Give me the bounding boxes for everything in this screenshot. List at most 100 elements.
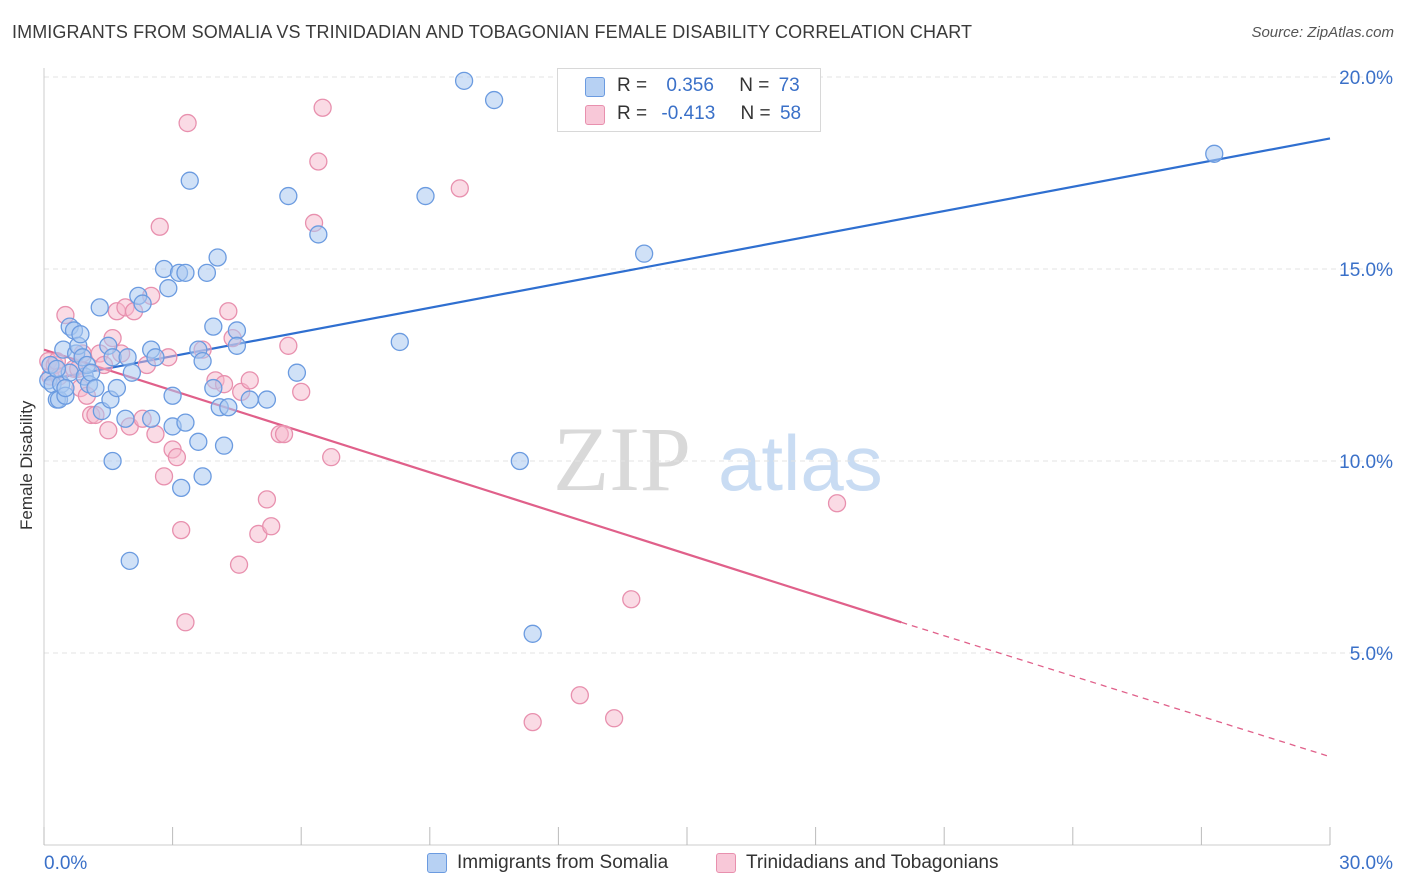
data-point-somalia xyxy=(454,71,474,90)
data-point-trinidadians xyxy=(154,467,174,486)
legend-label-somalia: Immigrants from Somalia xyxy=(457,852,669,873)
trend-line-trinidadians-extension xyxy=(901,621,1331,758)
data-point-trinidadians xyxy=(167,448,187,467)
data-point-somalia xyxy=(180,171,199,190)
data-point-trinidadians xyxy=(523,712,542,732)
data-point-somalia xyxy=(107,378,127,398)
data-point-trinidadians xyxy=(257,490,277,509)
data-point-somalia xyxy=(71,325,90,344)
data-point-somalia xyxy=(214,436,234,455)
data-point-somalia xyxy=(163,386,182,405)
data-point-somalia xyxy=(90,298,109,317)
legend-r-value: -0.413 xyxy=(661,103,716,124)
data-point-somalia xyxy=(120,551,139,570)
legend-n-label: N = xyxy=(740,103,771,124)
data-point-trinidadians xyxy=(292,382,311,402)
x-tick-label: 0.0% xyxy=(44,853,87,874)
data-point-trinidadians xyxy=(450,179,469,198)
trend-lines xyxy=(43,137,1331,758)
data-point-trinidadians xyxy=(570,686,589,705)
data-point-trinidadians xyxy=(172,520,191,540)
data-point-somalia xyxy=(204,378,223,398)
data-point-somalia xyxy=(56,378,75,398)
legend-r-value: 0.356 xyxy=(666,75,714,96)
data-point-somalia xyxy=(193,467,212,486)
x-tick-label: 30.0% xyxy=(1339,853,1393,874)
data-point-somalia xyxy=(634,244,654,263)
data-point-somalia xyxy=(390,332,409,352)
data-point-somalia xyxy=(227,321,247,340)
data-point-somalia xyxy=(523,624,542,643)
data-point-somalia xyxy=(189,432,208,451)
data-point-trinidadians xyxy=(240,371,259,390)
legend-label-trinidadians: Trinidadians and Tobagonians xyxy=(746,852,999,873)
data-point-somalia xyxy=(279,186,298,206)
legend-stats: R = 0.356 N = 73 R = -0.413 N = 58 xyxy=(557,68,821,132)
source-label: Source: ZipAtlas.com xyxy=(1251,24,1394,41)
chart-title: IMMIGRANTS FROM SOMALIA VS TRINIDADIAN A… xyxy=(12,22,973,42)
data-point-somalia xyxy=(172,478,191,498)
data-point-somalia xyxy=(193,352,212,371)
data-point-somalia xyxy=(159,279,178,298)
data-point-somalia xyxy=(118,348,137,367)
data-point-trinidadians xyxy=(262,517,281,536)
legend-n-value: 73 xyxy=(778,75,800,96)
legend-swatch-blue xyxy=(427,853,447,873)
data-point-trinidadians xyxy=(322,448,341,467)
tick-labels: 5.0% 10.0% 15.0% 20.0% 0.0% 30.0% xyxy=(44,68,1393,874)
data-point-somalia xyxy=(416,186,435,206)
data-point-trinidadians xyxy=(274,424,294,444)
data-point-somalia xyxy=(1205,144,1224,163)
data-point-somalia xyxy=(257,390,277,409)
data-point-trinidadians xyxy=(309,152,328,171)
trend-line-trinidadians xyxy=(43,348,902,624)
data-point-trinidadians xyxy=(146,424,165,444)
legend-swatch-pink xyxy=(716,853,736,873)
y-tick-label: 10.0% xyxy=(1339,452,1393,473)
legend-swatch-pink xyxy=(585,105,605,125)
data-point-trinidadians xyxy=(150,217,169,236)
data-point-somalia xyxy=(176,263,195,282)
data-point-trinidadians xyxy=(219,302,238,321)
data-point-somalia xyxy=(484,90,504,110)
data-point-somalia xyxy=(197,263,217,282)
legend-n-value: 58 xyxy=(779,103,802,124)
data-point-somalia xyxy=(510,451,529,471)
data-point-somalia xyxy=(133,294,152,313)
data-point-trinidadians xyxy=(176,613,195,632)
data-point-somalia xyxy=(240,390,259,409)
watermark-zip: ZIP xyxy=(553,408,691,510)
watermark: ZIP atlas xyxy=(553,408,883,510)
data-point-trinidadians xyxy=(827,494,847,513)
data-point-somalia xyxy=(103,451,122,471)
data-point-somalia xyxy=(146,348,165,367)
data-point-somalia xyxy=(122,363,142,382)
y-tick-label: 20.0% xyxy=(1339,68,1393,89)
data-point-trinidadians xyxy=(99,421,118,440)
trend-line-somalia xyxy=(43,137,1331,382)
points-somalia xyxy=(39,71,1224,643)
points-trinidadians xyxy=(39,98,847,732)
data-point-somalia xyxy=(86,378,105,398)
data-point-somalia xyxy=(142,409,161,428)
data-point-somalia xyxy=(309,225,328,244)
data-point-somalia xyxy=(208,248,227,267)
data-point-trinidadians xyxy=(604,709,624,728)
data-point-trinidadians xyxy=(313,98,332,117)
y-tick-label: 5.0% xyxy=(1350,644,1393,665)
data-point-somalia xyxy=(47,359,67,378)
data-point-somalia xyxy=(204,317,223,336)
y-tick-label: 15.0% xyxy=(1339,260,1393,281)
data-point-somalia xyxy=(154,259,174,279)
watermark-atlas: atlas xyxy=(718,419,883,507)
legend-n-label: N = xyxy=(739,75,770,96)
data-point-somalia xyxy=(176,413,195,432)
data-point-somalia xyxy=(227,336,247,355)
data-point-somalia xyxy=(287,363,307,382)
legend-swatch-blue xyxy=(585,77,605,97)
legend-r-label: R = xyxy=(617,103,648,124)
data-point-trinidadians xyxy=(178,113,197,133)
data-point-trinidadians xyxy=(229,555,249,574)
data-point-somalia xyxy=(219,398,238,417)
